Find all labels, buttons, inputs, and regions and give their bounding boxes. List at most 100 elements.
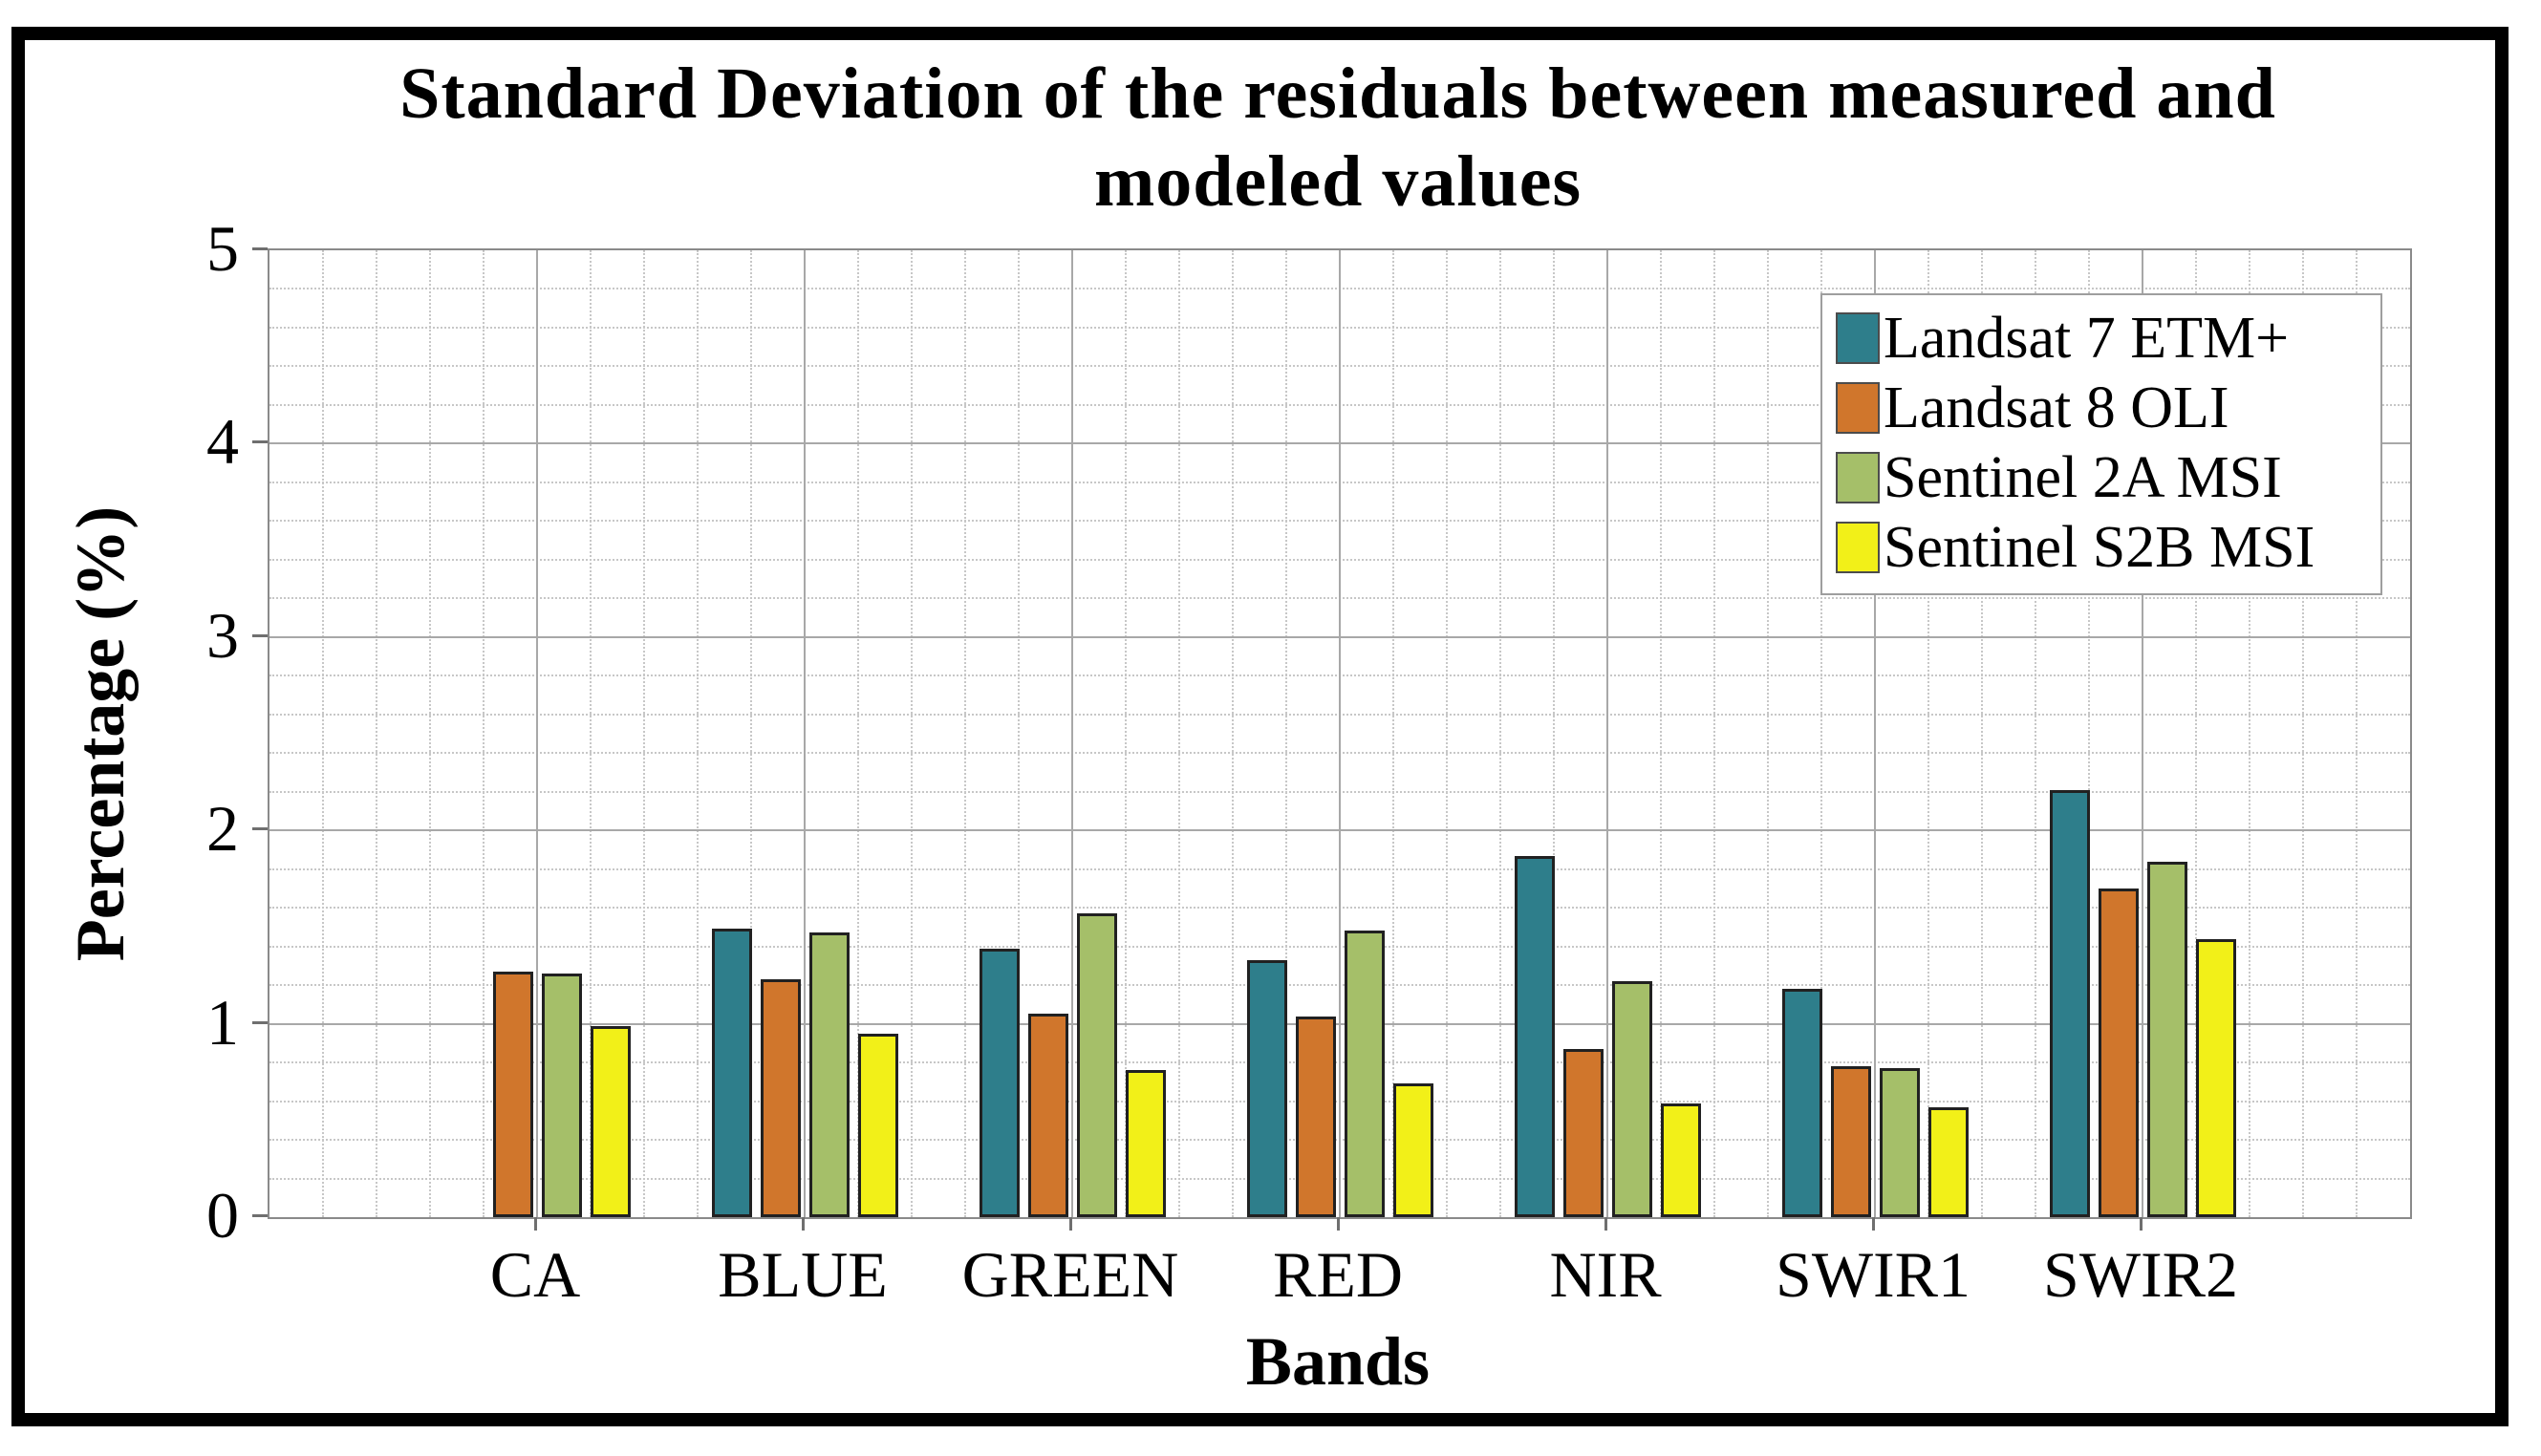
y-tick-label-1: 1	[206, 985, 239, 1059]
minor-vertical-gridline	[1178, 250, 1180, 1217]
bar-landsat-7-etm--swir2	[2049, 790, 2090, 1217]
legend-swatch-icon	[1836, 521, 1880, 573]
bar-landsat-8-oli-blue	[760, 979, 801, 1217]
minor-vertical-gridline	[429, 250, 431, 1217]
x-tick-label-green: GREEN	[961, 1238, 1179, 1311]
x-tick-label-blue: BLUE	[718, 1238, 888, 1311]
legend-label: Sentinel 2A MSI	[1884, 444, 2282, 510]
y-tick-label-4: 4	[206, 405, 239, 479]
legend-row-2: Landsat 8 OLI	[1836, 373, 2380, 442]
bar-landsat-7-etm--nir	[1514, 856, 1555, 1217]
minor-vertical-gridline	[1981, 250, 1983, 1217]
bar-landsat-8-oli-ca	[492, 972, 533, 1217]
legend-row-4: Sentinel S2B MSI	[1836, 512, 2380, 582]
y-axis-tick	[252, 1214, 268, 1217]
major-vertical-gridline	[1339, 250, 1341, 1217]
minor-vertical-gridline	[1660, 250, 1662, 1217]
legend-row-3: Sentinel 2A MSI	[1836, 442, 2380, 512]
bar-sentinel-2a-msi-swir2	[2146, 862, 2187, 1217]
major-vertical-gridline	[2142, 250, 2143, 1217]
minor-vertical-gridline	[2356, 250, 2358, 1217]
legend-row-1: Landsat 7 ETM+	[1836, 303, 2380, 373]
minor-vertical-gridline	[1713, 250, 1715, 1217]
minor-vertical-gridline	[1232, 250, 1234, 1217]
minor-vertical-gridline	[2302, 250, 2304, 1217]
minor-vertical-gridline	[964, 250, 966, 1217]
bar-sentinel-2a-msi-nir	[1611, 981, 1652, 1217]
major-horizontal-gridline	[269, 635, 2410, 638]
minor-vertical-gridline	[2088, 250, 2090, 1217]
minor-vertical-gridline	[2035, 250, 2036, 1217]
y-tick-label-3: 3	[206, 598, 239, 672]
legend-label: Landsat 7 ETM+	[1884, 305, 2290, 371]
minor-vertical-gridline	[1820, 250, 1822, 1217]
bar-sentinel-2a-msi-green	[1076, 913, 1117, 1217]
y-tick-label-2: 2	[206, 792, 239, 866]
minor-vertical-gridline	[750, 250, 752, 1217]
x-axis-tick	[534, 1217, 537, 1231]
bar-landsat-8-oli-nir	[1562, 1049, 1604, 1217]
x-axis-tick	[1604, 1217, 1607, 1231]
bar-sentinel-s2b-msi-green	[1125, 1070, 1166, 1217]
minor-vertical-gridline	[643, 250, 645, 1217]
bar-landsat-8-oli-swir2	[2098, 889, 2139, 1217]
bar-sentinel-2a-msi-ca	[541, 974, 582, 1217]
minor-vertical-gridline	[1927, 250, 1929, 1217]
legend-label: Sentinel S2B MSI	[1884, 514, 2315, 580]
minor-vertical-gridline	[483, 250, 485, 1217]
minor-vertical-gridline	[697, 250, 699, 1217]
y-axis-tick	[252, 440, 268, 444]
bar-sentinel-2a-msi-swir1	[1879, 1068, 1920, 1217]
bar-landsat-8-oli-red	[1295, 1017, 1336, 1217]
major-vertical-gridline	[1874, 250, 1876, 1217]
bar-sentinel-s2b-msi-ca	[590, 1026, 631, 1217]
minor-vertical-gridline	[1285, 250, 1287, 1217]
bar-landsat-7-etm--red	[1246, 960, 1287, 1217]
minor-vertical-gridline	[1392, 250, 1394, 1217]
bar-landsat-7-etm--blue	[711, 929, 752, 1217]
y-axis-tick	[252, 827, 268, 831]
minor-vertical-gridline	[590, 250, 592, 1217]
x-axis-label: Bands	[1245, 1323, 1431, 1400]
chart-title-line1: Standard Deviation of the residuals betw…	[399, 54, 2276, 134]
minor-vertical-gridline	[376, 250, 377, 1217]
minor-vertical-gridline	[2249, 250, 2250, 1217]
minor-vertical-gridline	[1767, 250, 1769, 1217]
x-axis-tick	[2140, 1217, 2143, 1231]
bar-landsat-8-oli-swir1	[1830, 1066, 1871, 1217]
y-axis-tick	[252, 1020, 268, 1024]
minor-vertical-gridline	[1553, 250, 1555, 1217]
bar-landsat-7-etm--green	[979, 949, 1020, 1217]
minor-vertical-gridline	[857, 250, 859, 1217]
bar-landsat-8-oli-green	[1027, 1014, 1068, 1217]
x-axis-tick	[802, 1217, 805, 1231]
major-horizontal-gridline	[269, 1022, 2410, 1025]
chart-title: Standard Deviation of the residuals betw…	[268, 50, 2408, 225]
y-axis-tick	[252, 247, 268, 250]
x-tick-label-red: RED	[1273, 1238, 1403, 1311]
x-tick-label-swir1: SWIR1	[1776, 1238, 1970, 1311]
legend-swatch-icon	[1836, 311, 1880, 364]
major-vertical-gridline	[536, 250, 538, 1217]
minor-vertical-gridline	[1018, 250, 1020, 1217]
minor-vertical-gridline	[1125, 250, 1127, 1217]
bar-sentinel-s2b-msi-swir1	[1927, 1107, 1969, 1217]
bar-sentinel-s2b-msi-swir2	[2195, 939, 2236, 1217]
minor-vertical-gridline	[1499, 250, 1501, 1217]
minor-vertical-gridline	[911, 250, 913, 1217]
minor-vertical-gridline	[2195, 250, 2197, 1217]
y-tick-label-5: 5	[206, 212, 239, 285]
major-vertical-gridline	[1071, 250, 1073, 1217]
major-vertical-gridline	[804, 250, 806, 1217]
x-axis-tick	[1872, 1217, 1875, 1231]
minor-vertical-gridline	[1446, 250, 1448, 1217]
legend-swatch-icon	[1836, 451, 1880, 503]
major-horizontal-gridline	[269, 829, 2410, 832]
y-axis-tick	[252, 633, 268, 637]
x-tick-label-swir2: SWIR2	[2043, 1238, 2238, 1311]
x-tick-label-nir: NIR	[1549, 1238, 1662, 1311]
bar-sentinel-s2b-msi-red	[1392, 1083, 1433, 1217]
legend: Landsat 7 ETM+ Landsat 8 OLI Sentinel 2A M…	[1820, 293, 2382, 595]
bar-sentinel-2a-msi-blue	[808, 932, 850, 1217]
